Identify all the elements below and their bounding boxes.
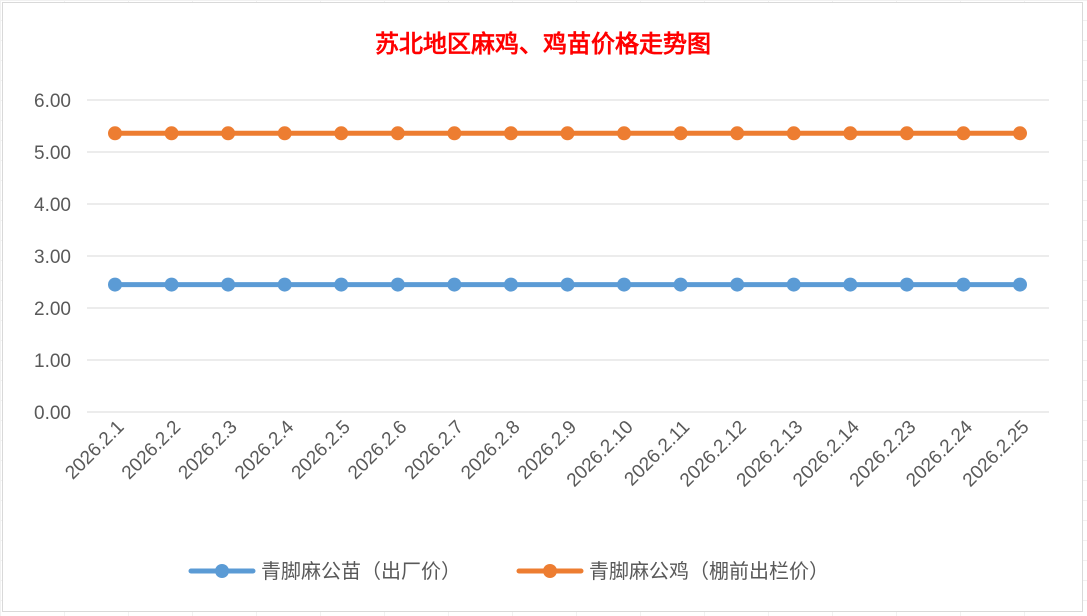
y-axis-ticks: 0.00 1.00 2.00 3.00 4.00 5.00 6.00 bbox=[34, 91, 71, 424]
data-point bbox=[221, 277, 236, 292]
gridlines bbox=[87, 99, 1049, 413]
x-tick-label: 2026.2.5 bbox=[288, 417, 355, 484]
data-point bbox=[334, 277, 349, 292]
series-lines bbox=[108, 126, 1027, 292]
data-point bbox=[108, 277, 122, 292]
x-axis-ticks: 2026.2.12026.2.22026.2.32026.2.42026.2.5… bbox=[61, 416, 1033, 491]
legend: 青脚麻公苗（出厂价） 青脚麻公鸡（棚前出栏价） bbox=[188, 559, 829, 583]
series bbox=[108, 126, 1027, 141]
data-point bbox=[617, 277, 632, 292]
x-tick-label: 2026.2.4 bbox=[231, 416, 298, 483]
line-chart: 苏北地区麻鸡、鸡苗价格走势图 0.00 1.00 2.00 3.00 4.00 5.00 6… bbox=[34, 29, 1049, 583]
data-point bbox=[673, 277, 688, 292]
x-tick-label: 2026.2.7 bbox=[401, 417, 468, 484]
y-tick-label: 0.00 bbox=[34, 403, 71, 424]
data-point bbox=[786, 126, 801, 141]
data-point bbox=[560, 126, 575, 141]
data-point bbox=[560, 277, 575, 292]
data-point bbox=[277, 126, 292, 141]
y-tick-label: 6.00 bbox=[34, 91, 71, 112]
y-tick-label: 2.00 bbox=[34, 299, 71, 320]
data-point bbox=[1013, 277, 1027, 292]
data-point bbox=[956, 277, 971, 292]
x-tick-label: 2026.2.3 bbox=[175, 417, 242, 484]
data-point bbox=[730, 126, 745, 141]
y-tick-label: 5.00 bbox=[34, 143, 71, 164]
data-point bbox=[617, 126, 632, 141]
data-point bbox=[956, 126, 971, 141]
data-point bbox=[390, 126, 405, 141]
x-tick-label: 2026.2.6 bbox=[344, 417, 411, 484]
data-point bbox=[108, 126, 122, 141]
data-point bbox=[843, 126, 858, 141]
data-point bbox=[164, 126, 179, 141]
data-point bbox=[786, 277, 801, 292]
x-tick-label: 2026.2.1 bbox=[61, 417, 128, 484]
data-point bbox=[164, 277, 179, 292]
data-point bbox=[1013, 126, 1027, 141]
x-tick-label: 2026.2.2 bbox=[118, 417, 185, 484]
data-point bbox=[843, 277, 858, 292]
legend-entry: 青脚麻公苗（出厂价） bbox=[188, 559, 461, 583]
legend-label: 青脚麻公苗（出厂价） bbox=[261, 559, 461, 583]
data-point bbox=[899, 126, 914, 141]
series bbox=[108, 277, 1027, 292]
legend-label: 青脚麻公鸡（棚前出栏价） bbox=[589, 559, 829, 583]
legend-swatch-marker bbox=[543, 564, 557, 578]
y-tick-label: 1.00 bbox=[34, 351, 71, 372]
legend-swatch-marker bbox=[215, 564, 229, 578]
y-tick-label: 4.00 bbox=[34, 195, 71, 216]
data-point bbox=[899, 277, 914, 292]
y-tick-label: 3.00 bbox=[34, 247, 71, 268]
legend-entry: 青脚麻公鸡（棚前出栏价） bbox=[516, 559, 829, 583]
x-tick-label: 2026.2.8 bbox=[457, 417, 524, 484]
data-point bbox=[503, 126, 518, 141]
chart-title: 苏北地区麻鸡、鸡苗价格走势图 bbox=[375, 29, 711, 58]
data-point bbox=[390, 277, 405, 292]
data-point bbox=[730, 277, 745, 292]
data-point bbox=[334, 126, 349, 141]
data-point bbox=[503, 277, 518, 292]
data-point bbox=[447, 277, 462, 292]
data-point bbox=[221, 126, 236, 141]
data-point bbox=[277, 277, 292, 292]
data-point bbox=[673, 126, 688, 141]
data-point bbox=[447, 126, 462, 141]
